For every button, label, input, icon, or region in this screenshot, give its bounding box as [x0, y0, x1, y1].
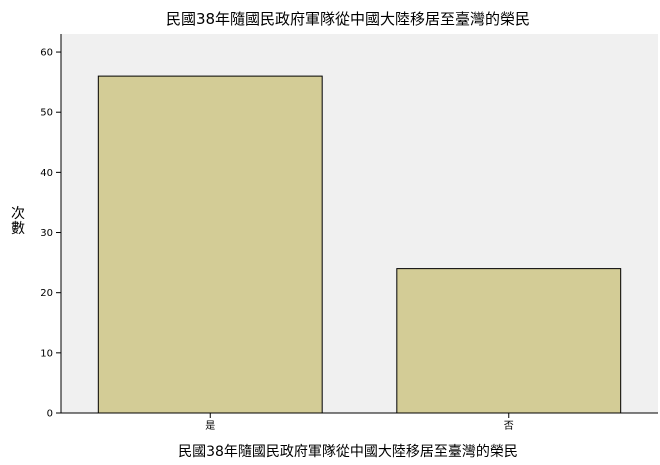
y-tick-label: 10 [40, 348, 53, 359]
x-tick-label: 是 [205, 420, 215, 432]
bar-1 [396, 268, 622, 414]
x-axis-ticks: 是否 [205, 413, 514, 432]
y-tick-label: 0 [47, 409, 53, 420]
y-tick-label: 50 [40, 108, 53, 119]
x-axis-title: 民國38年隨國民政府軍隊從中國大陸移居至臺灣的榮民 [178, 444, 518, 460]
bars [97, 75, 622, 414]
y-axis-title: 次數 [11, 206, 25, 237]
y-axis-ticks: 0 10 20 30 40 50 60 [40, 48, 61, 420]
y-tick-label: 60 [40, 48, 53, 59]
y-tick-label: 20 [40, 288, 53, 299]
x-tick-label: 否 [504, 420, 514, 432]
y-tick-label: 30 [40, 228, 53, 239]
chart-title: 民國38年隨國民政府軍隊從中國大陸移居至臺灣的榮民 [166, 10, 530, 28]
y-tick-label: 40 [40, 168, 53, 179]
bar-0 [97, 75, 323, 414]
